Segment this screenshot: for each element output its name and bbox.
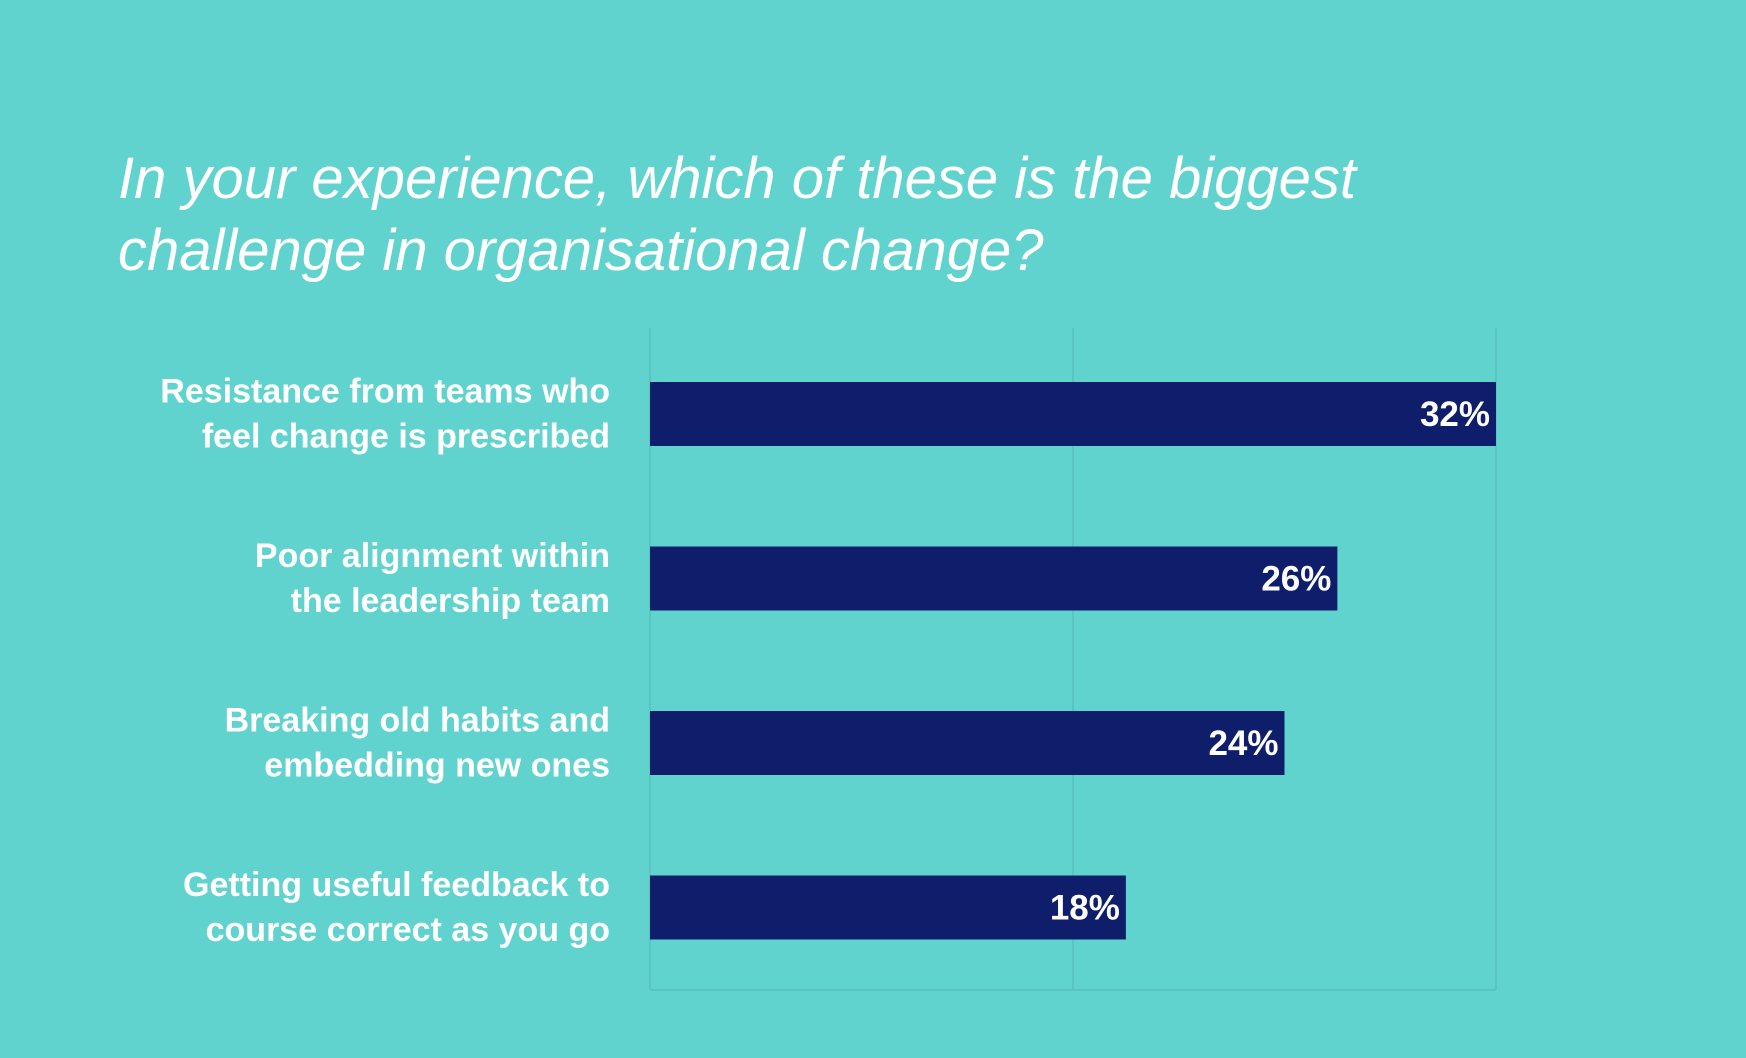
chart-title: In your experience, which of these is th… [118, 146, 1359, 283]
category-labels: Resistance from teams who feel change is … [160, 373, 610, 950]
category-label: Poor alignment within [255, 537, 610, 575]
bar-value-label: 24% [1208, 724, 1278, 763]
chart-title-line: challenge in organisational change? [118, 218, 1044, 283]
bar [650, 875, 1126, 940]
category-label: Breaking old habits and [225, 702, 610, 740]
category-label: embedding new ones [264, 747, 610, 785]
bar [650, 711, 1285, 775]
category-label: Getting useful feedback to [183, 866, 610, 904]
bar-value-label: 32% [1420, 395, 1490, 434]
chart-title-line: In your experience, which of these is th… [118, 146, 1359, 211]
bar [650, 382, 1496, 446]
bar [650, 546, 1338, 611]
category-label: course correct as you go [206, 911, 610, 949]
category-label: feel change is prescribed [202, 418, 610, 456]
value-labels: 32% 26% 24% 18% [1050, 395, 1490, 928]
bar-value-label: 18% [1050, 889, 1120, 928]
bars [650, 382, 1496, 940]
category-label: the leadership team [291, 582, 610, 620]
bar-value-label: 26% [1261, 560, 1331, 599]
category-label: Resistance from teams who [160, 373, 610, 411]
